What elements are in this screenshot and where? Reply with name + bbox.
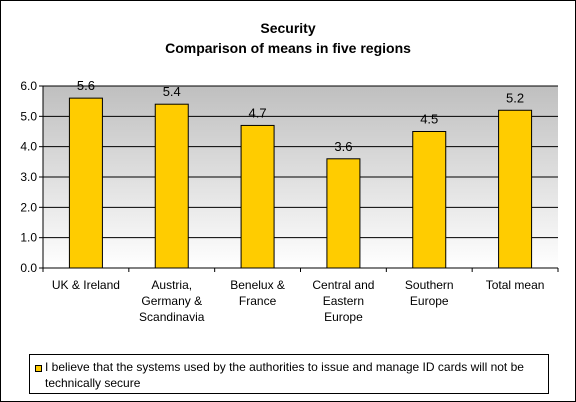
bar <box>240 124 275 269</box>
data-label: 4.5 <box>420 112 438 127</box>
y-tick-label: 4.0 <box>20 140 37 154</box>
legend-swatch <box>35 365 42 372</box>
x-tick-label: Europe <box>324 310 363 324</box>
x-tick-label: Southern <box>405 278 454 292</box>
legend-label: I believe that the systems used by the a… <box>45 360 524 390</box>
data-label: 5.2 <box>506 90 524 105</box>
gridlines <box>43 85 558 239</box>
x-tick-label: Benelux & <box>230 278 285 292</box>
x-tick-label: France <box>239 294 277 308</box>
y-tick-label: 0.0 <box>20 261 37 275</box>
bar <box>154 103 189 269</box>
data-label: 5.4 <box>163 84 181 99</box>
x-tick-label: Germany & <box>141 294 202 308</box>
chart-title: Security Comparison of means in five reg… <box>0 18 576 58</box>
y-tick-label: 6.0 <box>20 79 37 93</box>
bar <box>498 109 533 269</box>
legend: I believe that the systems used by the a… <box>29 354 549 394</box>
axes: 0.0 1.0 2.0 3.0 4.0 5.0 6.0 UK & Ireland Austria… <box>20 79 559 324</box>
bar <box>412 131 447 269</box>
bars <box>68 97 533 269</box>
x-tick-label: Austria, <box>151 278 192 292</box>
chart-title-line-1: Security <box>260 20 316 36</box>
y-tick-label: 1.0 <box>20 231 37 245</box>
data-label: 5.6 <box>77 78 95 93</box>
x-tick-label: Total mean <box>486 278 545 292</box>
chart-title-line-2: Comparison of means in five regions <box>165 40 411 56</box>
data-label: 3.6 <box>334 139 352 154</box>
x-tick-label: Europe <box>410 294 449 308</box>
bar <box>68 97 103 269</box>
data-label: 4.7 <box>249 105 267 120</box>
x-tick-label: Central and <box>312 278 374 292</box>
y-tick-label: 3.0 <box>20 170 37 184</box>
data-labels: 5.6 5.4 4.7 3.6 4.5 5.2 <box>77 78 524 154</box>
x-tick-label: Scandinavia <box>139 310 205 324</box>
x-tick-label: UK & Ireland <box>52 278 120 292</box>
bar <box>326 158 361 269</box>
y-tick-label: 5.0 <box>20 109 37 123</box>
y-tick-label: 2.0 <box>20 200 37 214</box>
x-tick-label: Eastern <box>323 294 364 308</box>
